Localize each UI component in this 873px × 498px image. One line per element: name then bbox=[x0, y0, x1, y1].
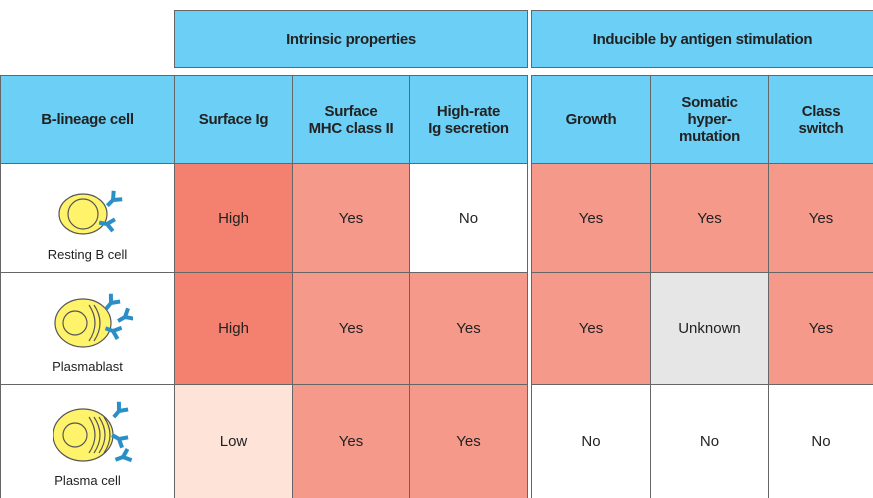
column-header: High-rate Ig secretion bbox=[409, 75, 528, 164]
column-header: Class switch bbox=[768, 75, 873, 164]
cell-type: Resting B cell bbox=[47, 247, 128, 262]
row-header: Plasma cell bbox=[0, 384, 175, 498]
value-cell: High bbox=[174, 272, 293, 385]
value-cell: Yes bbox=[409, 384, 528, 498]
column-header: Somatic hyper- mutation bbox=[650, 75, 769, 164]
row-header: Plasmablast bbox=[0, 272, 175, 385]
value-cell: Yes bbox=[768, 163, 873, 273]
cell-icon bbox=[54, 293, 133, 348]
column-header: Surface Ig bbox=[174, 75, 293, 164]
group-header: Inducible by antigen stimulation bbox=[531, 10, 873, 68]
value-cell: No bbox=[768, 384, 873, 498]
value-cell: Yes bbox=[531, 163, 651, 273]
cell-type: Plasmablast bbox=[52, 359, 123, 374]
value-cell: Yes bbox=[409, 272, 528, 385]
column-header: B-lineage cell bbox=[0, 75, 175, 164]
value-cell: Low bbox=[174, 384, 293, 498]
column-header: Growth bbox=[531, 75, 651, 164]
value-cell: Yes bbox=[531, 272, 651, 385]
value-cell: No bbox=[409, 163, 528, 273]
value-cell: High bbox=[174, 163, 293, 273]
group-header: Intrinsic properties bbox=[174, 10, 528, 68]
value-cell: Yes bbox=[292, 384, 410, 498]
row-header: Resting B cell bbox=[0, 163, 175, 273]
value-cell: Yes bbox=[768, 272, 873, 385]
value-cell: Yes bbox=[292, 272, 410, 385]
value-cell: Yes bbox=[292, 163, 410, 273]
value-cell: No bbox=[650, 384, 769, 498]
value-cell: No bbox=[531, 384, 651, 498]
cell-type: Plasma cell bbox=[54, 473, 121, 488]
value-cell: Unknown bbox=[650, 272, 769, 385]
cell-icon bbox=[58, 190, 123, 235]
column-header: Surface MHC class II bbox=[292, 75, 410, 164]
value-cell: Yes bbox=[650, 163, 769, 273]
cell-icon bbox=[53, 401, 133, 463]
